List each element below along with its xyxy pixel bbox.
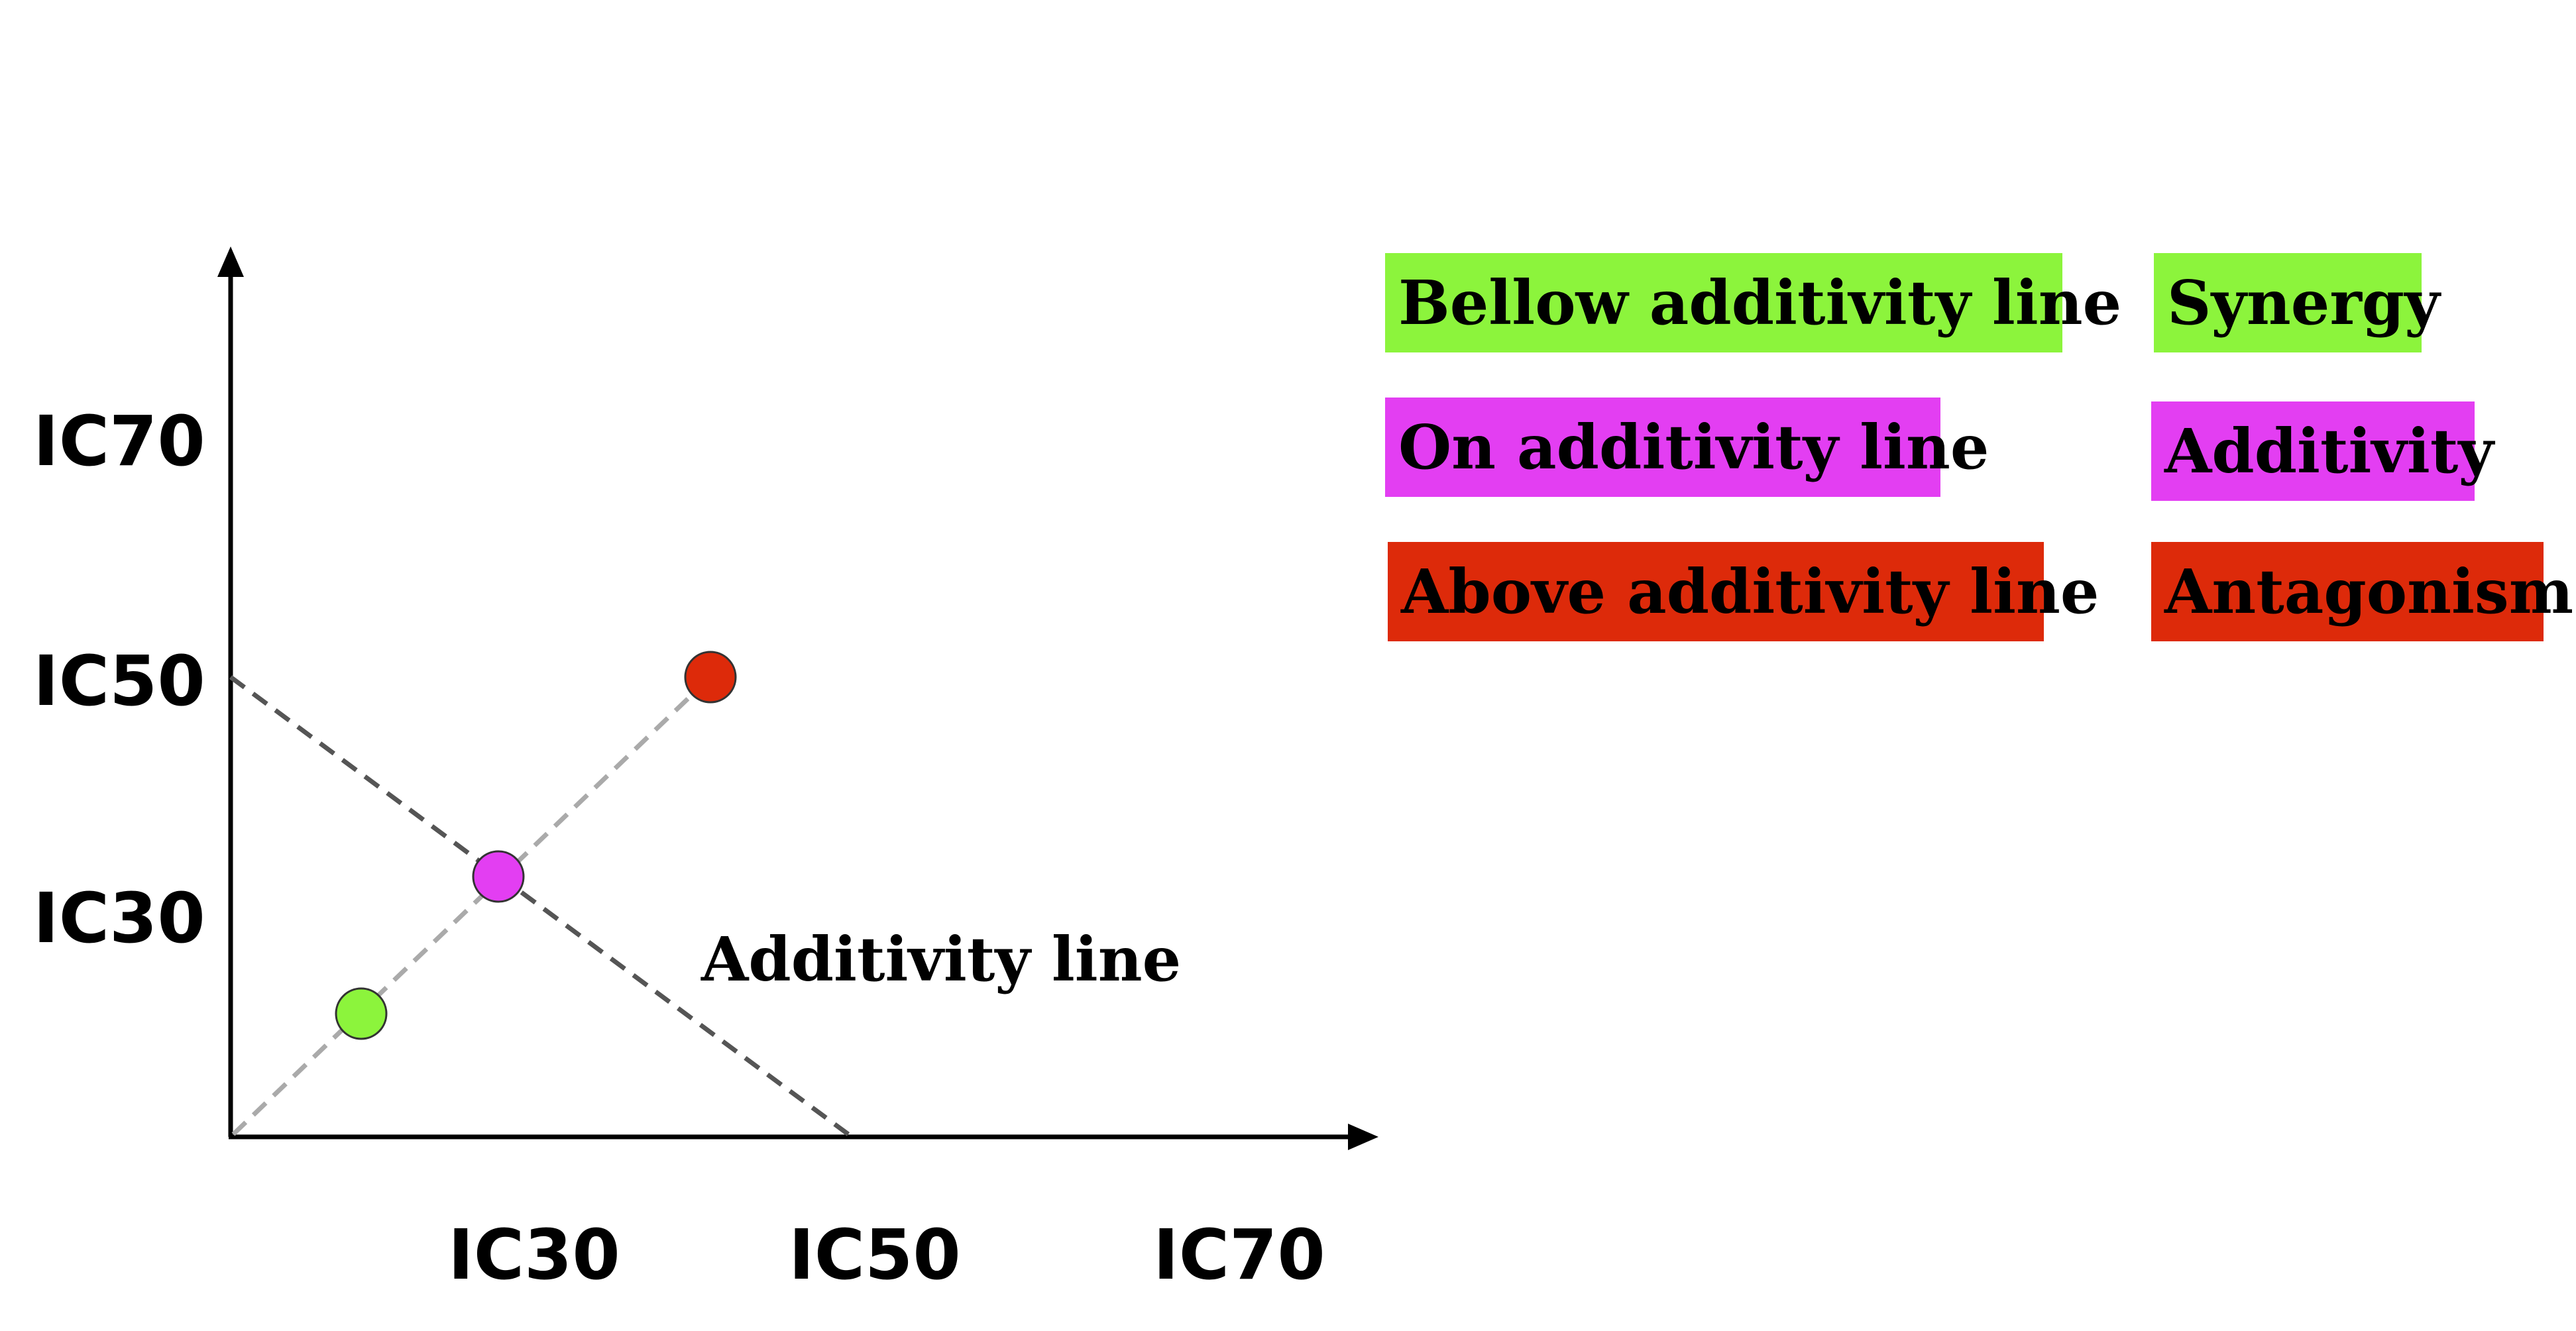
- x-axis-arrow-icon: [1348, 1124, 1378, 1150]
- legend-condition-bellow: Bellow additivity line: [1385, 253, 2121, 352]
- y-tick-label: IC30: [33, 878, 205, 959]
- y-tick-label: IC50: [33, 641, 205, 721]
- green-point: [335, 987, 388, 1040]
- additivity-line: [229, 675, 850, 1136]
- magenta-point: [472, 850, 525, 903]
- y-axis-arrow-icon: [217, 246, 244, 277]
- legend-effect-additivity: Additivity: [2151, 401, 2494, 501]
- legend-effect-synergy: Synergy: [2154, 253, 2440, 352]
- y-tick-label: IC70: [33, 401, 205, 482]
- red-point: [684, 651, 737, 704]
- legend-condition-above: Above additivity line: [1388, 542, 2099, 641]
- legend-condition-on: On additivity line: [1385, 398, 1989, 497]
- additivity-line-label: Additivity line: [700, 924, 1181, 995]
- legend-effect-antagonism: Antagonism: [2151, 542, 2573, 641]
- combination-diagonal-line: [231, 675, 712, 1136]
- x-tick-label: IC70: [1153, 1214, 1325, 1295]
- x-tick-label: IC50: [789, 1214, 961, 1295]
- x-tick-label: IC30: [448, 1214, 620, 1295]
